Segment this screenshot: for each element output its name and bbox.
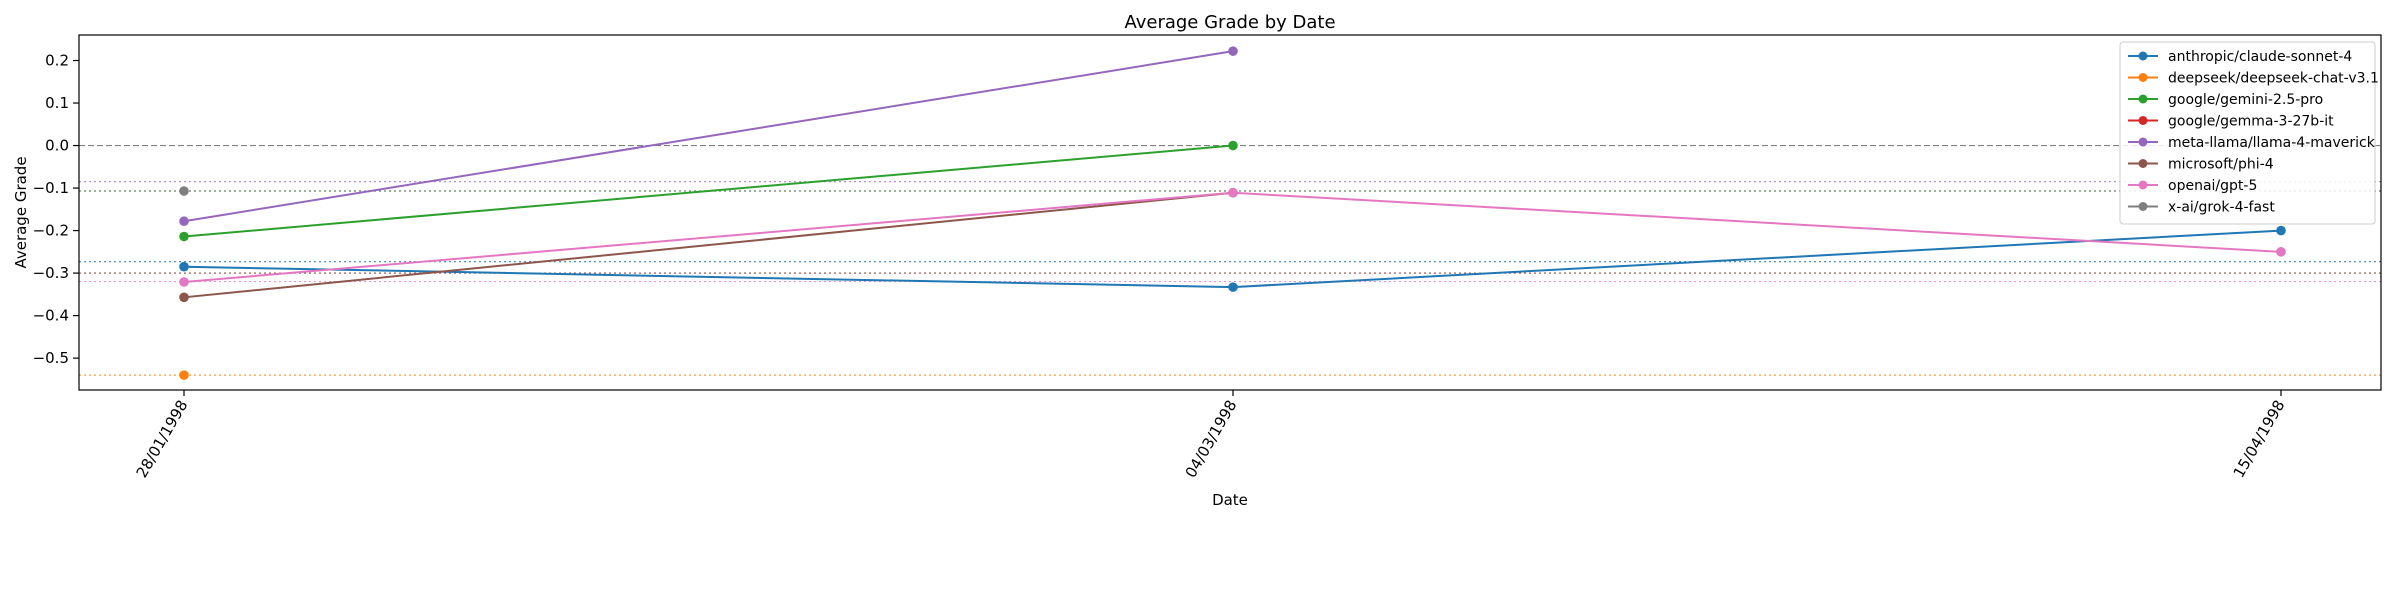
- data-point-0-1: [1228, 282, 1238, 292]
- y-tick-label-5: −0.3: [33, 264, 69, 282]
- data-point-4-1: [1228, 46, 1238, 56]
- y-tick-label-7: −0.5: [33, 349, 69, 367]
- series-line-6: [183, 191, 2282, 284]
- data-point-6-0: [179, 277, 189, 287]
- x-tick-label-1: 04/03/1998: [1182, 397, 1241, 481]
- data-point-0-2: [2276, 225, 2286, 236]
- plot-frame: [78, 34, 2382, 391]
- y-tick-label-4: −0.2: [33, 222, 69, 240]
- data-point-7-0: [179, 186, 189, 196]
- y-tick-label-3: −0.1: [33, 179, 69, 197]
- series-line-5: [183, 191, 1234, 299]
- legend-label-7: x-ai/grok-4-fast: [2168, 200, 2275, 216]
- series-line-0: [183, 229, 2282, 289]
- data-point-6-2: [2276, 247, 2286, 257]
- legend-label-6: openai/gpt-5: [2168, 178, 2257, 194]
- series-line-2: [183, 144, 1234, 238]
- data-point-1-0: [179, 370, 189, 380]
- legend-marker-1: [2138, 73, 2148, 82]
- y-axis-title: Average Grade: [12, 156, 30, 268]
- data-point-5-0: [179, 292, 189, 303]
- legend-box: [2119, 41, 2376, 225]
- data-point-0-0: [179, 261, 189, 272]
- legend-label-2: google/gemini-2.5-pro: [2168, 92, 2323, 108]
- data-point-2-0: [179, 231, 189, 242]
- series-markers: [179, 46, 2286, 380]
- y-tick-label-6: −0.4: [33, 307, 69, 325]
- data-point-4-0: [179, 216, 189, 227]
- chart-title: Average Grade by Date: [1124, 12, 1335, 33]
- legend-marker-7: [2138, 202, 2148, 211]
- x-tick-label-2: 15/04/1998: [2230, 397, 2289, 481]
- series-line-4: [183, 50, 1234, 223]
- legend-marker-6: [2138, 180, 2148, 190]
- legend-label-3: google/gemma-3-27b-it: [2168, 114, 2334, 130]
- legend-marker-5: [2138, 159, 2148, 168]
- x-axis-title: Date: [1212, 491, 1248, 509]
- x-tick-label-0: 28/01/1998: [133, 397, 192, 481]
- series-lines: [183, 50, 2282, 299]
- mean-lines: [79, 181, 2381, 376]
- legend-marker-4: [2138, 137, 2148, 147]
- data-point-2-1: [1228, 140, 1238, 151]
- y-tick-label-1: 0.1: [45, 94, 69, 112]
- legend: anthropic/claude-sonnet-4 deepseek/deepse…: [2119, 41, 2379, 225]
- legend-label-0: anthropic/claude-sonnet-4: [2168, 49, 2352, 65]
- y-tick-label-0: 0.2: [45, 52, 69, 70]
- legend-label-4: meta-llama/llama-4-maverick: [2168, 135, 2376, 151]
- legend-marker-2: [2138, 94, 2148, 104]
- axes: 0.2 0.1 0.0 −0.1 −0.2 −0.3 −0.4 −0.5 28/01/1998 0…: [33, 34, 2382, 481]
- legend-marker-0: [2138, 51, 2148, 61]
- legend-label-1: deepseek/deepseek-chat-v3.1: [2168, 71, 2379, 87]
- legend-marker-3: [2138, 116, 2148, 125]
- legend-label-5: microsoft/phi-4: [2168, 157, 2274, 173]
- data-point-6-1: [1228, 187, 1238, 198]
- y-tick-label-2: 0.0: [45, 137, 69, 155]
